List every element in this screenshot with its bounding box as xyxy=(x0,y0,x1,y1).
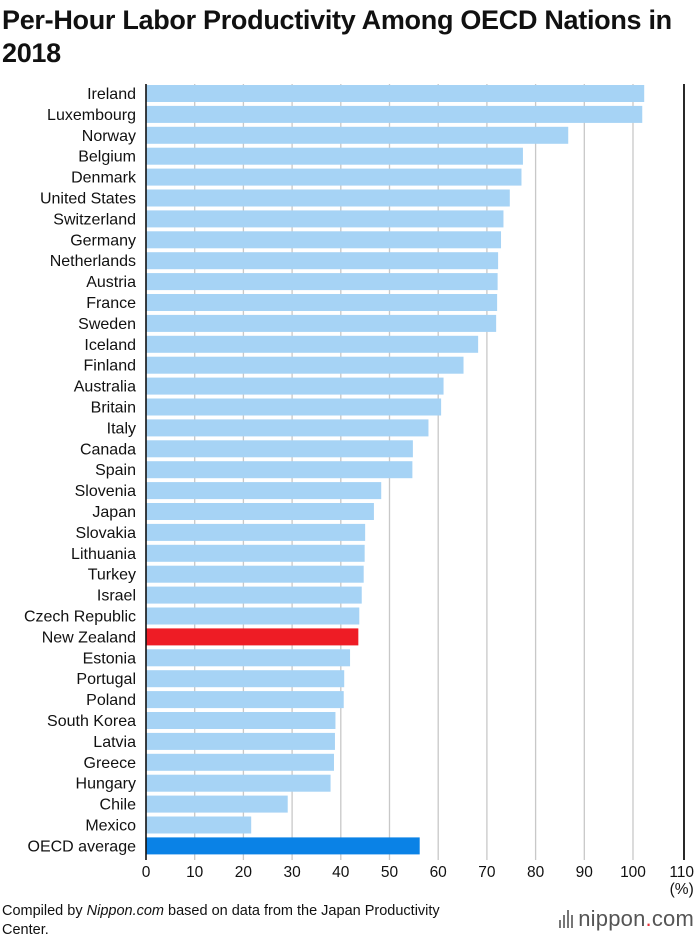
bar xyxy=(146,335,479,353)
bar xyxy=(146,565,364,583)
bar-chart: Ireland Luxembourg Norway Belgium Denmark Uni… xyxy=(24,84,695,898)
category-label: South Korea xyxy=(47,713,136,730)
category-label: Ireland xyxy=(87,86,136,103)
category-label: Portugal xyxy=(76,671,136,688)
source-italic: Nippon.com xyxy=(86,903,164,919)
category-label: Czech Republic xyxy=(24,609,136,626)
bar xyxy=(146,753,334,771)
bar xyxy=(146,607,360,625)
category-label: Belgium xyxy=(78,149,136,166)
x-tick-labels: 0 10 20 30 40 50 60 70 80 90 100 110 xyxy=(142,864,695,881)
bars xyxy=(146,85,645,855)
category-label: Hungary xyxy=(76,776,136,793)
bar xyxy=(146,482,382,500)
bar xyxy=(146,377,444,395)
x-tick-label: 10 xyxy=(186,864,204,881)
bar xyxy=(146,774,331,792)
bar xyxy=(146,85,645,102)
category-label: Germany xyxy=(70,232,136,249)
bar xyxy=(146,816,252,834)
category-labels: Ireland Luxembourg Norway Belgium Denmark Uni… xyxy=(24,86,137,855)
x-tick-label: 40 xyxy=(332,864,350,881)
bar xyxy=(146,649,351,667)
bar xyxy=(146,356,464,374)
x-tick-label: 30 xyxy=(283,864,301,881)
bar xyxy=(146,126,569,144)
category-label: OECD average xyxy=(28,838,137,855)
category-label: France xyxy=(86,295,136,312)
category-label: United States xyxy=(40,191,136,208)
x-tick-label: 80 xyxy=(527,864,545,881)
bar xyxy=(146,189,510,207)
bar xyxy=(146,544,365,562)
category-label: Iceland xyxy=(84,337,136,354)
category-label: Sweden xyxy=(78,316,136,333)
bar xyxy=(146,440,413,458)
x-tick-label: 70 xyxy=(478,864,496,881)
category-label: Turkey xyxy=(88,567,136,584)
category-label: Mexico xyxy=(85,818,136,835)
logo-bars-icon xyxy=(559,910,574,928)
category-label: Norway xyxy=(82,128,136,145)
category-label: Slovenia xyxy=(75,483,136,500)
source-prefix: Compiled by xyxy=(2,903,87,919)
bar xyxy=(146,147,523,165)
category-label: Spain xyxy=(95,462,136,479)
bar xyxy=(146,231,502,249)
bar xyxy=(146,105,643,123)
bar xyxy=(146,586,362,604)
category-label: Italy xyxy=(107,420,136,437)
bar xyxy=(146,837,420,855)
nippon-logo: nippon.com xyxy=(559,906,694,932)
x-tick-label: 50 xyxy=(381,864,399,881)
x-tick-label: 0 xyxy=(142,864,151,881)
bar xyxy=(146,691,344,709)
category-label: Israel xyxy=(97,588,136,605)
bar xyxy=(146,252,499,270)
category-label: Finland xyxy=(84,358,136,375)
logo-text: nippon.com xyxy=(578,906,694,931)
bar xyxy=(146,795,288,813)
category-label: Greece xyxy=(84,755,137,772)
bar xyxy=(146,461,413,479)
bar xyxy=(146,712,336,729)
category-label: Australia xyxy=(74,379,136,396)
bar xyxy=(146,168,522,186)
bar xyxy=(146,523,366,541)
category-label: Canada xyxy=(80,441,136,458)
x-unit-label: (%) xyxy=(670,881,694,898)
category-label: Slovakia xyxy=(76,525,137,542)
category-label: Estonia xyxy=(83,650,136,667)
category-label: New Zealand xyxy=(42,629,136,646)
category-label: Switzerland xyxy=(53,211,136,228)
source-suffix: based on data from the Japan Productivit… xyxy=(2,903,440,938)
category-label: Latvia xyxy=(93,734,136,751)
x-tick-label: 20 xyxy=(235,864,253,881)
bar xyxy=(146,419,429,437)
category-label: Lithuania xyxy=(71,546,136,563)
x-tick-label: 110 xyxy=(669,864,694,881)
category-label: Denmark xyxy=(71,170,137,187)
category-label: Netherlands xyxy=(50,253,136,270)
x-tick-label: 60 xyxy=(430,864,448,881)
bar xyxy=(146,273,498,291)
bar xyxy=(146,732,335,750)
category-label: Luxembourg xyxy=(47,107,136,124)
chart-title: Per-Hour Labor Productivity Among OECD N… xyxy=(2,5,672,68)
category-label: Poland xyxy=(86,692,136,709)
category-label: Britain xyxy=(91,400,136,417)
bar xyxy=(146,503,374,520)
category-label: Chile xyxy=(100,797,137,814)
category-label: Austria xyxy=(86,274,136,291)
bar xyxy=(146,210,504,228)
x-tick-label: 100 xyxy=(620,864,646,881)
bar xyxy=(146,628,359,646)
source-note: Compiled by Nippon.com based on data fro… xyxy=(2,902,462,940)
category-label: Japan xyxy=(92,504,136,521)
x-tick-label: 90 xyxy=(576,864,594,881)
bar xyxy=(146,398,442,416)
bar xyxy=(146,314,497,332)
bar xyxy=(146,670,345,688)
bar xyxy=(146,294,498,311)
